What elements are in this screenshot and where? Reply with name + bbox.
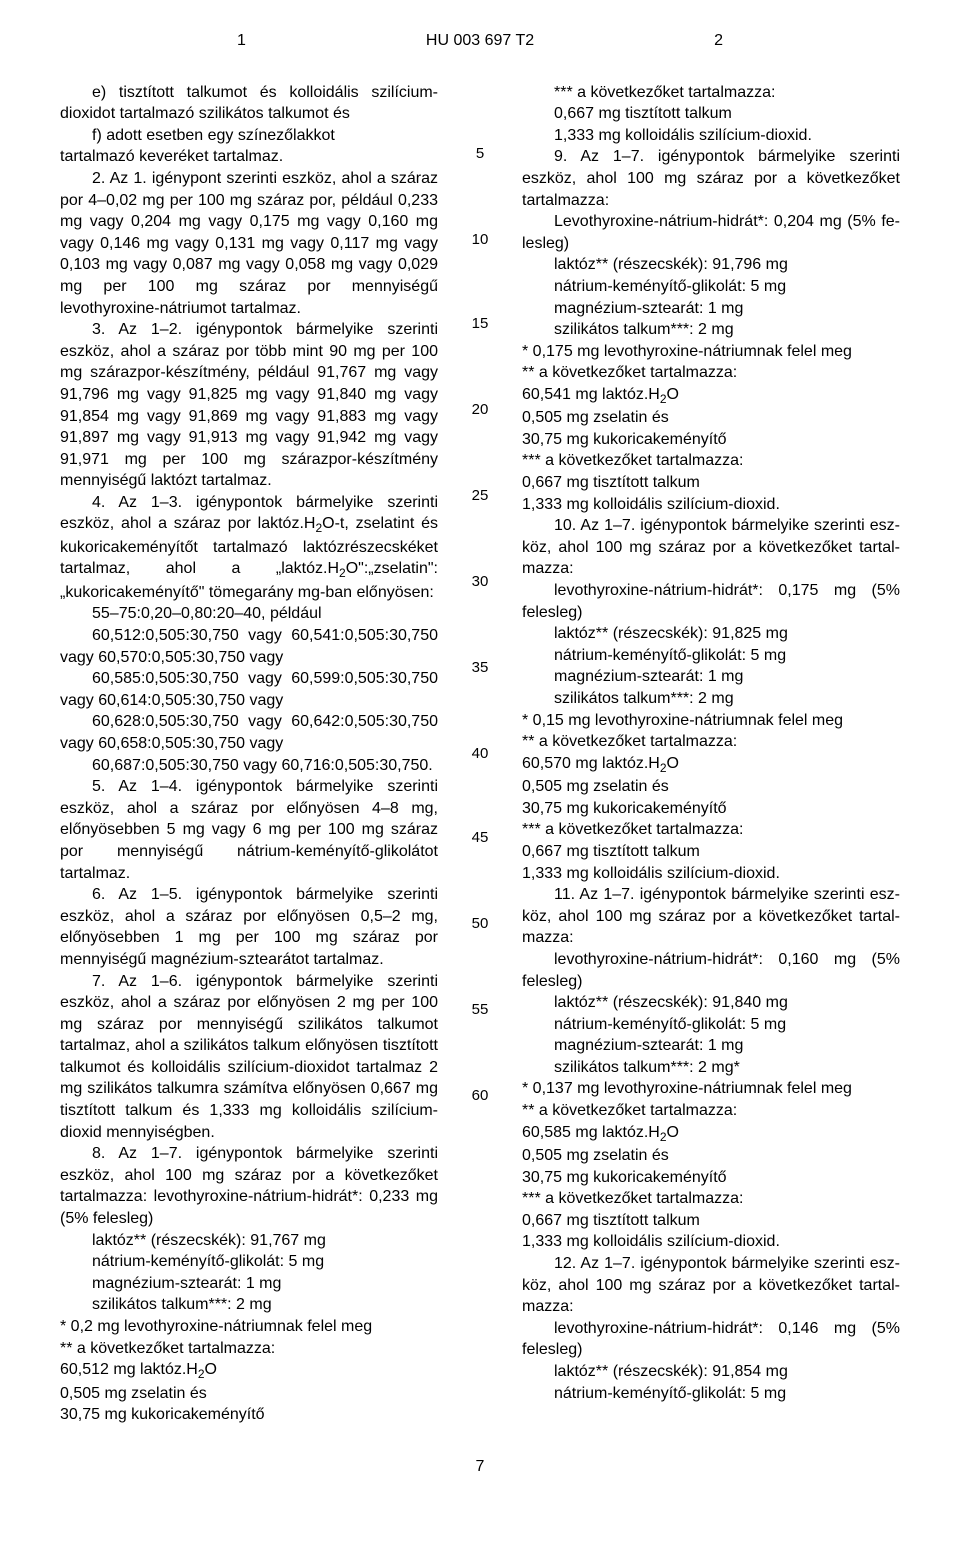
paragraph: 60,585:0,505:30,750 vagy 60,599:0,505:30…: [60, 668, 438, 711]
paragraph: 9. Az 1–7. igénypontok bármelyike szerin…: [522, 146, 900, 211]
paragraph: 55–75:0,20–0,80:20–40, például: [60, 603, 438, 625]
paragraph: nátrium-keményítő-glikolát: 5 mg: [60, 1251, 438, 1273]
paragraph: szilikátos talkum***: 2 mg: [60, 1294, 438, 1316]
paragraph: ** a következőket tartalmazza:: [522, 731, 900, 753]
line-marker: 25: [468, 486, 492, 506]
line-marker: 35: [468, 658, 492, 678]
paragraph: laktóz** (részecskék): 91,840 mg: [522, 992, 900, 1014]
line-marker: 5: [468, 144, 492, 164]
paragraph: 0,667 mg tisztított talkum: [522, 841, 900, 863]
paragraph: 60,512:0,505:30,750 vagy 60,541:0,505:30…: [60, 625, 438, 668]
paragraph: 0,667 mg tisztított talkum: [522, 103, 900, 125]
line-marker: 50: [468, 914, 492, 934]
paragraph: 60,585 mg laktóz.H2O: [522, 1122, 900, 1145]
header-right-num: 2: [714, 30, 723, 52]
paragraph: laktóz** (részecskék): 91,854 mg: [522, 1361, 900, 1383]
paragraph: ** a következőket tartalmazza:: [60, 1338, 438, 1360]
paragraph: nátrium-keményítő-glikolát: 5 mg: [522, 645, 900, 667]
page-number: 7: [60, 1456, 900, 1478]
paragraph: 60,628:0,505:30,750 vagy 60,642:0,505:30…: [60, 711, 438, 754]
paragraph: 1,333 mg kolloidális szilícium-dioxid.: [522, 1231, 900, 1253]
paragraph: 11. Az 1–7. igénypontok bármelyike szeri…: [522, 884, 900, 949]
paragraph: 0,505 mg zselatin és: [60, 1383, 438, 1405]
paragraph: 2. Az 1. igénypont szerinti eszköz, ahol…: [60, 168, 438, 319]
paragraph: ** a következőket tartalmazza:: [522, 362, 900, 384]
line-marker: 40: [468, 744, 492, 764]
line-markers: 5 10 15 20 25 30 35 40 45 50 55 60: [468, 82, 492, 1426]
paragraph: 60,570 mg laktóz.H2O: [522, 753, 900, 776]
paragraph: 8. Az 1–7. igénypontok bármelyike szerin…: [60, 1143, 438, 1229]
paragraph: nátrium-keményítő-glikolát: 5 mg: [522, 1383, 900, 1405]
paragraph: laktóz** (részecskék): 91,825 mg: [522, 623, 900, 645]
paragraph: 0,505 mg zselatin és: [522, 776, 900, 798]
paragraph: 12. Az 1–7. igénypontok bármelyike szeri…: [522, 1253, 900, 1318]
paragraph: 60,541 mg laktóz.H2O: [522, 384, 900, 407]
right-column: *** a következőket tartalmazza:0,667 mg …: [522, 82, 900, 1426]
paragraph: 10. Az 1–7. igénypontok bármelyike szeri…: [522, 515, 900, 580]
header-code: HU 003 697 T2: [426, 30, 534, 52]
paragraph: 6. Az 1–5. igénypontok bármelyike szerin…: [60, 884, 438, 970]
line-marker: 10: [468, 230, 492, 250]
paragraph: *** a következőket tartalmazza:: [522, 82, 900, 104]
paragraph: laktóz** (részecskék): 91,796 mg: [522, 254, 900, 276]
paragraph: * 0,15 mg levothyroxine-nátriumnak felel…: [522, 710, 900, 732]
header-left-num: 1: [237, 30, 246, 52]
paragraph: magnézium-sztearát: 1 mg: [522, 298, 900, 320]
paragraph: magnézium-sztearát: 1 mg: [60, 1273, 438, 1295]
line-marker: 15: [468, 314, 492, 334]
paragraph: levothyroxine-nátrium-hidrát*: 0,160 mg …: [522, 949, 900, 992]
left-column: e) tisztított talkumot és kolloidális sz…: [60, 82, 438, 1426]
paragraph: *** a következőket tartalmazza:: [522, 819, 900, 841]
paragraph: e) tisztított talkumot és kolloidális sz…: [60, 82, 438, 125]
paragraph: 7. Az 1–6. igénypontok bármelyike szerin…: [60, 971, 438, 1144]
paragraph: levothyroxine-nátrium-hidrát*: 0,175 mg …: [522, 580, 900, 623]
paragraph: *** a következőket tartalmazza:: [522, 450, 900, 472]
paragraph: tartalmazó keveréket tartalmaz.: [60, 146, 438, 168]
paragraph: 5. Az 1–4. igénypontok bármelyike szerin…: [60, 776, 438, 884]
line-marker: 55: [468, 1000, 492, 1020]
paragraph: magnézium-sztearát: 1 mg: [522, 1035, 900, 1057]
paragraph: * 0,175 mg levothyroxine-nátriumnak fele…: [522, 341, 900, 363]
paragraph: 60,687:0,505:30,750 vagy 60,716:0,505:30…: [60, 755, 438, 777]
paragraph: 0,667 mg tisztított talkum: [522, 472, 900, 494]
paragraph: 30,75 mg kukoricakeményítő: [60, 1404, 438, 1426]
paragraph: 30,75 mg kukoricakeményítő: [522, 798, 900, 820]
paragraph: * 0,2 mg levothyroxine-nátriumnak felel …: [60, 1316, 438, 1338]
paragraph: 60,512 mg laktóz.H2O: [60, 1359, 438, 1382]
paragraph: szilikátos talkum***: 2 mg*: [522, 1057, 900, 1079]
line-marker: 20: [468, 400, 492, 420]
line-marker: 60: [468, 1086, 492, 1106]
paragraph: 0,505 mg zselatin és: [522, 1145, 900, 1167]
paragraph: laktóz** (részecskék): 91,767 mg: [60, 1230, 438, 1252]
paragraph: nátrium-keményítő-glikolát: 5 mg: [522, 276, 900, 298]
paragraph: 1,333 mg kolloidális szilícium-dioxid.: [522, 863, 900, 885]
paragraph: szilikátos talkum***: 2 mg: [522, 688, 900, 710]
paragraph: ** a következőket tartalmazza:: [522, 1100, 900, 1122]
paragraph: levothyroxine-nátrium-hidrát*: 0,146 mg …: [522, 1318, 900, 1361]
line-marker: 30: [468, 572, 492, 592]
paragraph: 1,333 mg kolloidális szilícium-dioxid.: [522, 494, 900, 516]
paragraph: 4. Az 1–3. igénypontok bármelyike szerin…: [60, 492, 438, 604]
line-marker: 45: [468, 828, 492, 848]
paragraph: Levothyroxine-nátrium-hidrát*: 0,204 mg …: [522, 211, 900, 254]
paragraph: *** a következőket tartalmazza:: [522, 1188, 900, 1210]
paragraph: nátrium-keményítő-glikolát: 5 mg: [522, 1014, 900, 1036]
paragraph: 3. Az 1–2. igénypontok bármelyike szerin…: [60, 319, 438, 492]
paragraph: * 0,137 mg levothyroxine-nátriumnak fele…: [522, 1078, 900, 1100]
paragraph: szilikátos talkum***: 2 mg: [522, 319, 900, 341]
paragraph: 30,75 mg kukoricakeményítő: [522, 429, 900, 451]
paragraph: 0,505 mg zselatin és: [522, 407, 900, 429]
paragraph: f) adott esetben egy színezőlakkot: [60, 125, 438, 147]
content-columns: e) tisztított talkumot és kolloidális sz…: [60, 82, 900, 1426]
paragraph: 1,333 mg kolloidális szilícium-dioxid.: [522, 125, 900, 147]
page-header: 1 HU 003 697 T2 2: [60, 30, 900, 52]
paragraph: 0,667 mg tisztított talkum: [522, 1210, 900, 1232]
paragraph: magnézium-sztearát: 1 mg: [522, 666, 900, 688]
paragraph: 30,75 mg kukoricakeményítő: [522, 1167, 900, 1189]
